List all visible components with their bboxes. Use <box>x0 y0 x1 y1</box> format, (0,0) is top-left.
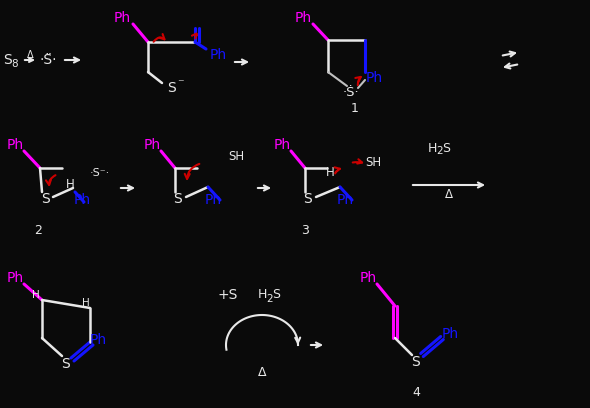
Text: S: S <box>272 288 280 302</box>
Text: 2: 2 <box>34 224 42 237</box>
Text: H: H <box>32 290 40 300</box>
Text: Ph: Ph <box>336 193 353 207</box>
Text: 8: 8 <box>12 59 18 69</box>
Text: ·S̈·: ·S̈· <box>40 53 57 67</box>
Text: Δ: Δ <box>27 50 33 60</box>
Text: Ph: Ph <box>143 138 160 152</box>
Text: H: H <box>65 177 74 191</box>
Text: Ph: Ph <box>90 333 107 347</box>
Text: Ph: Ph <box>365 71 382 85</box>
Text: ⁻: ⁻ <box>176 78 183 91</box>
Text: H: H <box>257 288 267 302</box>
Text: 4: 4 <box>412 386 420 399</box>
Text: S: S <box>2 53 11 67</box>
Text: Ph: Ph <box>359 271 376 285</box>
Text: Ph: Ph <box>6 271 24 285</box>
Text: 2: 2 <box>267 294 273 304</box>
Text: Δ: Δ <box>258 366 266 379</box>
Text: SH: SH <box>228 151 244 164</box>
Text: S: S <box>304 192 312 206</box>
Text: H: H <box>427 142 437 155</box>
Text: Ph: Ph <box>209 48 227 62</box>
Text: H: H <box>82 298 90 308</box>
Text: 1: 1 <box>351 102 359 115</box>
Text: S: S <box>173 192 182 206</box>
Text: +S: +S <box>218 288 238 302</box>
Text: H: H <box>326 166 335 179</box>
Text: S: S <box>61 357 70 371</box>
Text: ·Ṡ·: ·Ṡ· <box>343 86 359 98</box>
Text: S: S <box>166 81 175 95</box>
Text: Ph: Ph <box>273 138 290 152</box>
Text: Ph: Ph <box>113 11 130 25</box>
Text: ·S̈⁻·: ·S̈⁻· <box>90 168 110 178</box>
Text: 2: 2 <box>437 146 443 156</box>
Text: 3: 3 <box>301 224 309 237</box>
Text: SH: SH <box>365 157 381 169</box>
Text: Ph: Ph <box>441 327 458 341</box>
Text: Ph: Ph <box>205 193 222 207</box>
Text: Ph: Ph <box>6 138 24 152</box>
Text: Δ: Δ <box>445 188 453 202</box>
Text: S: S <box>41 192 50 206</box>
Text: Ph: Ph <box>294 11 312 25</box>
Text: Ph: Ph <box>73 193 90 207</box>
Text: S: S <box>412 355 420 369</box>
Text: S: S <box>442 142 450 155</box>
